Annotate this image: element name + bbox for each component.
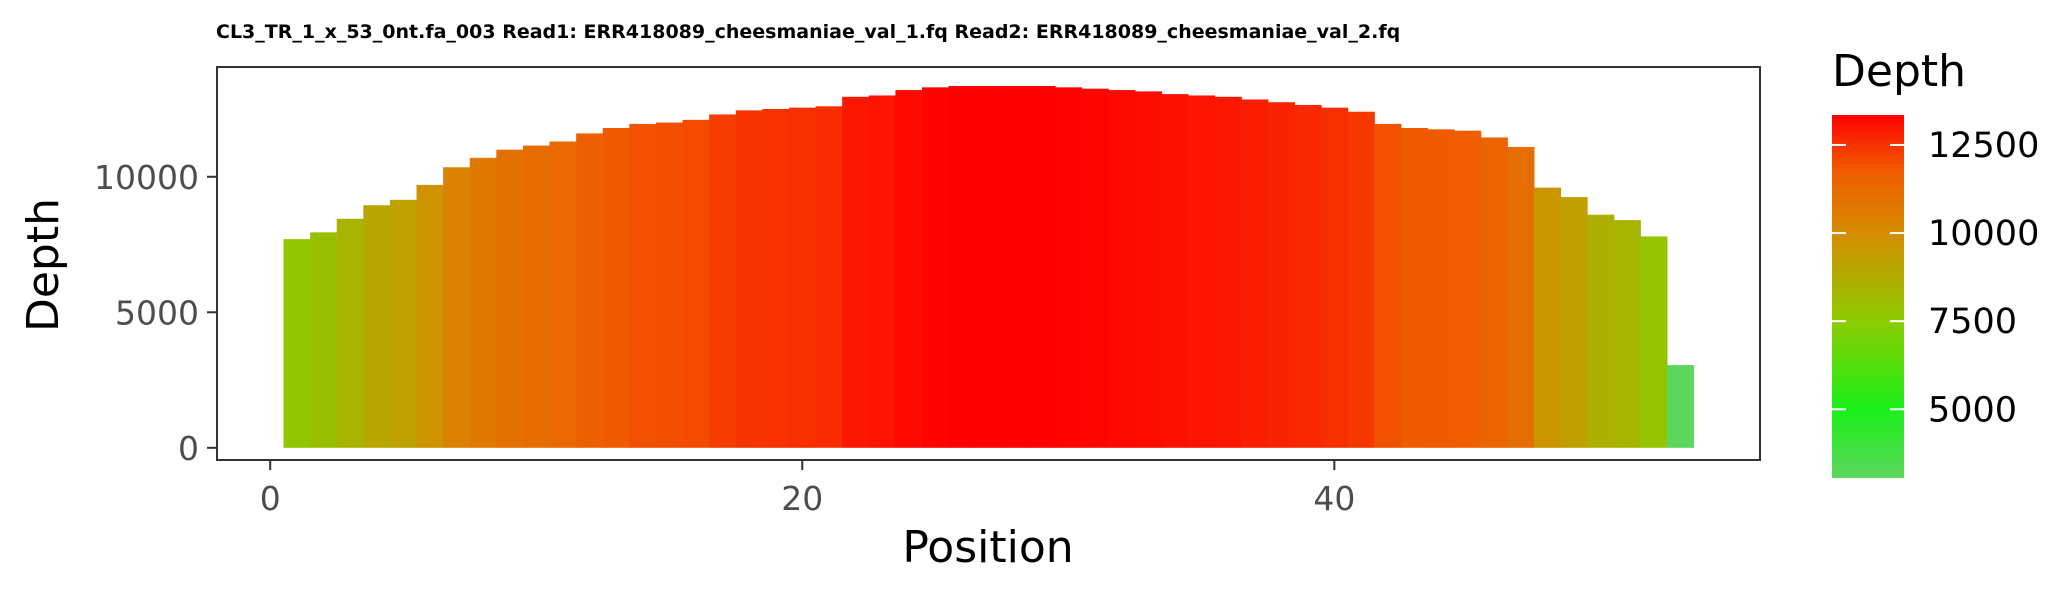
depth-bar <box>283 239 311 448</box>
y-tick-label: 0 <box>178 429 199 468</box>
depth-bar <box>709 114 737 448</box>
legend-tick-label: 10000 <box>1928 214 2039 254</box>
depth-bar <box>310 232 338 448</box>
chart-title: CL3_TR_1_x_53_0nt.fa_003 Read1: ERR41808… <box>216 21 1400 43</box>
y-tick-label: 10000 <box>94 158 199 197</box>
depth-bar <box>1400 127 1429 448</box>
depth-bar <box>868 95 896 448</box>
depth-bar <box>363 205 391 448</box>
depth-bar <box>389 199 418 448</box>
depth-bar <box>1507 146 1535 448</box>
depth-bar <box>602 127 630 448</box>
depth-bar <box>921 87 950 448</box>
depth-bar <box>549 141 577 448</box>
depth-bar <box>1055 87 1083 448</box>
bars-layer <box>283 85 1695 448</box>
depth-bar <box>1560 197 1588 448</box>
depth-bar <box>336 218 364 448</box>
legend-colorbar <box>1832 115 1904 478</box>
depth-bar <box>1267 102 1296 448</box>
depth-bar <box>1134 91 1163 448</box>
depth-bar <box>496 149 524 448</box>
depth-bar <box>1427 129 1455 448</box>
depth-bar <box>1640 236 1668 448</box>
depth-bar <box>1028 85 1056 448</box>
depth-bar <box>1001 85 1029 448</box>
depth-bar <box>842 96 870 448</box>
x-tick-label: 40 <box>1313 479 1355 518</box>
y-axis-title: Depth <box>18 198 69 332</box>
plot-panel-border <box>216 66 1761 461</box>
depth-bar <box>1480 137 1508 448</box>
legend-tick-label: 7500 <box>1928 302 2017 342</box>
depth-bar <box>975 85 1003 448</box>
depth-bar <box>522 145 551 448</box>
axes-layer: 0 5000 10000 0 20 40 <box>94 158 1355 518</box>
x-tick-label: 0 <box>260 479 281 518</box>
depth-bar <box>1374 123 1402 448</box>
depth-bar <box>788 107 817 448</box>
depth-bar <box>895 90 923 448</box>
depth-bar <box>815 106 843 448</box>
depth-bar <box>1161 94 1189 448</box>
depth-bar <box>629 123 657 448</box>
depth-bar <box>948 85 976 448</box>
depth-bar <box>682 119 710 448</box>
depth-bar <box>1188 95 1216 448</box>
depth-bar <box>735 110 763 448</box>
depth-bar <box>1666 365 1695 448</box>
depth-bar <box>1347 111 1375 448</box>
depth-bar <box>762 109 790 448</box>
depth-bar <box>1587 214 1615 448</box>
depth-bar <box>1241 99 1269 448</box>
depth-bar <box>1214 96 1242 448</box>
depth-bar <box>576 133 604 448</box>
legend-ticks: 5000 7500 10000 12500 <box>1832 126 2039 430</box>
depth-bar <box>1454 130 1482 448</box>
depth-bar <box>1081 88 1109 448</box>
depth-bar <box>469 157 497 448</box>
y-tick-label: 5000 <box>115 293 199 332</box>
legend-tick-label: 12500 <box>1928 126 2039 166</box>
depth-bar <box>1108 90 1136 448</box>
legend-title: Depth <box>1832 46 1966 97</box>
depth-bar <box>1294 104 1322 448</box>
x-axis-title: Position <box>902 522 1073 573</box>
depth-bar <box>655 122 684 448</box>
legend-tick-label: 5000 <box>1928 390 2017 430</box>
depth-bar <box>416 184 444 448</box>
x-tick-label: 20 <box>781 479 823 518</box>
depth-bar <box>1613 220 1641 448</box>
depth-bar <box>1533 187 1562 448</box>
depth-bar <box>1321 107 1349 448</box>
depth-bar <box>443 167 471 448</box>
